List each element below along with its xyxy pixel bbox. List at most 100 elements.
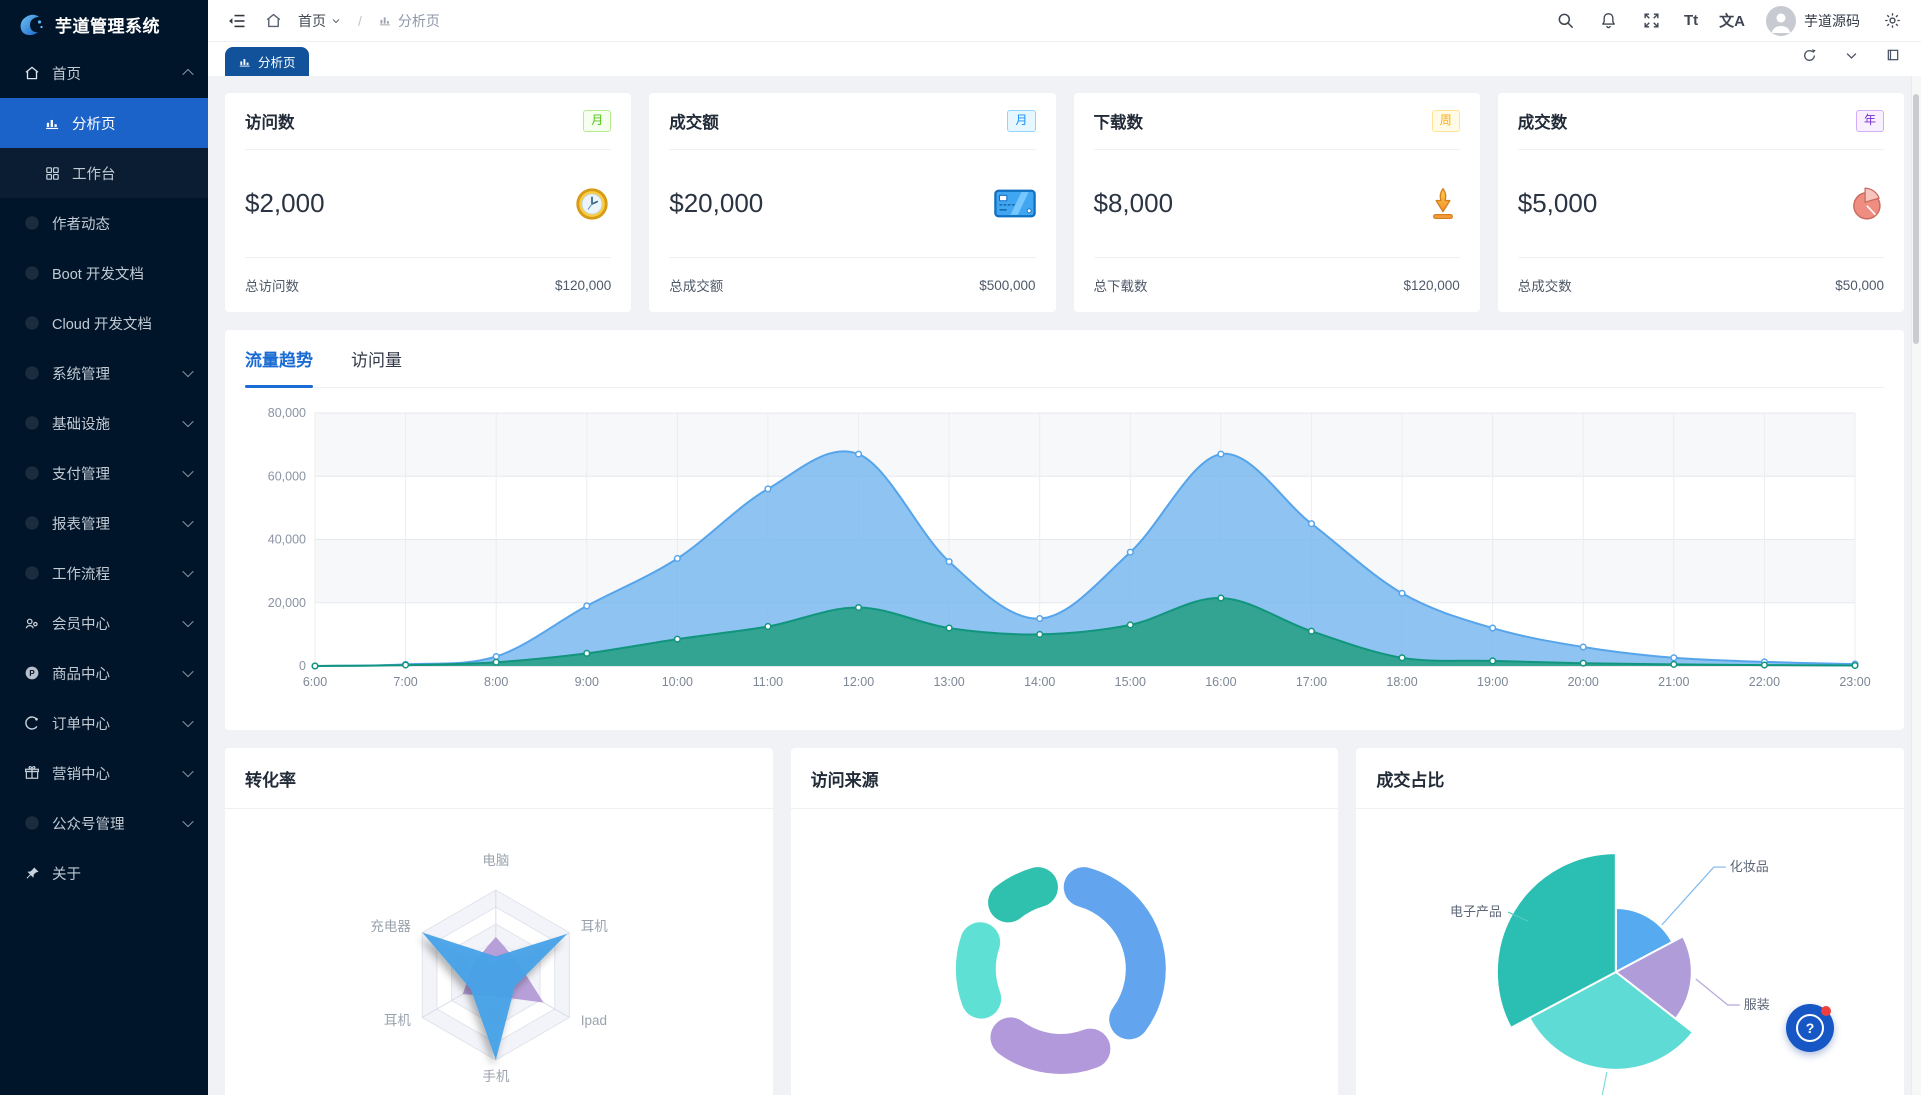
breadcrumb-separator: / — [358, 12, 362, 29]
deal-share-title: 成交占比 — [1356, 748, 1905, 809]
sidebar-item-analysis[interactable]: 分析页 — [0, 98, 208, 148]
area-chart: 0 20,000 40,000 60,000 80,000 6:00 7:00 8:00 9:0… — [268, 406, 1871, 689]
search-icon[interactable] — [1555, 10, 1577, 32]
chevron-down-icon — [332, 18, 340, 23]
period-badge: 年 — [1855, 110, 1884, 132]
period-badge: 月 — [583, 110, 612, 132]
traffic-trend-card: 流量趋势 访问量 0 20,000 40,000 60,000 80,000 6:00 7:… — [225, 330, 1904, 730]
sidebar-item-about[interactable]: 关于 — [0, 848, 208, 898]
sidebar-item-label: 工作台 — [72, 166, 116, 183]
stat-card-title: 访问数 — [245, 114, 295, 132]
svg-text:20,000: 20,000 — [268, 596, 306, 610]
chart-icon — [42, 113, 62, 133]
svg-text:80,000: 80,000 — [268, 406, 306, 420]
language-toggle[interactable]: 文A — [1719, 13, 1745, 30]
sidebar-item-system[interactable]: 系统管理 — [0, 348, 208, 398]
dot-icon — [22, 413, 42, 433]
svg-text:40,000: 40,000 — [268, 533, 306, 547]
svg-text:22:00: 22:00 — [1749, 675, 1780, 689]
stat-card-title: 下载数 — [1093, 114, 1144, 132]
refresh-icon[interactable] — [1798, 44, 1820, 66]
maximize-icon[interactable] — [1882, 44, 1904, 66]
main-area: 首页 / 分析页 Tt 文A 芋道源码 — [208, 0, 1921, 1095]
chevron-down-icon — [182, 615, 194, 631]
sidebar-item-boot-doc[interactable]: Boot 开发文档 — [0, 248, 208, 298]
svg-text:14:00: 14:00 — [1024, 675, 1055, 689]
sidebar-item-label: 报表管理 — [52, 516, 110, 533]
sidebar-item-home[interactable]: 首页 — [0, 48, 208, 98]
settings-gear-icon[interactable] — [1881, 10, 1903, 32]
sidebar-item-report[interactable]: 报表管理 — [0, 498, 208, 548]
dot-icon — [22, 213, 42, 233]
grid-icon — [42, 163, 62, 183]
sidebar-item-label: 基础设施 — [52, 416, 110, 433]
stat-footer-label: 总成交额 — [669, 279, 724, 294]
sidebar-item-member[interactable]: 会员中心 — [0, 598, 208, 648]
sidebar-item-cloud-doc[interactable]: Cloud 开发文档 — [0, 298, 208, 348]
notification-dot — [1821, 1006, 1831, 1016]
stat-card-title: 成交额 — [669, 114, 719, 132]
svg-text:充电器: 充电器 — [370, 919, 411, 934]
sidebar-item-label: Cloud 开发文档 — [52, 316, 152, 333]
svg-text:20:00: 20:00 — [1568, 675, 1599, 689]
help-fab-button[interactable]: ? — [1786, 1004, 1834, 1052]
sidebar-item-infra[interactable]: 基础设施 — [0, 398, 208, 448]
sidebar-item-product[interactable]: P 商品中心 — [0, 648, 208, 698]
font-size-toggle[interactable]: Tt — [1683, 12, 1699, 29]
chevron-down-icon — [182, 815, 194, 831]
tab-traffic-trend[interactable]: 流量趋势 — [245, 330, 313, 388]
sidebar-item-label: 商品中心 — [52, 666, 110, 683]
dot-icon — [22, 563, 42, 583]
chevron-down-icon — [182, 415, 194, 431]
sidebar-item-label: 首页 — [52, 66, 81, 83]
app-logo-icon — [16, 9, 46, 39]
svg-text:Ipad: Ipad — [581, 1013, 607, 1028]
tab-analysis[interactable]: 分析页 — [225, 47, 309, 76]
question-icon: ? — [1796, 1014, 1824, 1042]
sidebar-item-label: 分析页 — [72, 116, 116, 133]
stat-card-title: 成交数 — [1517, 114, 1568, 132]
sidebar-item-author[interactable]: 作者动态 — [0, 198, 208, 248]
donut-chart — [955, 867, 1166, 1074]
sidebar-item-workplace[interactable]: 工作台 — [0, 148, 208, 198]
stat-card-1: 成交额 月 $20,000 总成交额 $500,000 — [649, 93, 1056, 312]
user-menu[interactable]: 芋道源码 — [1766, 5, 1860, 36]
sidebar-item-mp[interactable]: 公众号管理 — [0, 798, 208, 848]
home-icon[interactable] — [262, 10, 284, 32]
chevron-down-icon[interactable] — [1840, 44, 1862, 66]
chevron-down-icon — [182, 515, 194, 531]
breadcrumb-root[interactable]: 首页 — [298, 11, 342, 31]
pin-icon — [22, 863, 42, 883]
scrollbar-track[interactable] — [1911, 76, 1921, 1095]
collapse-sidebar-icon[interactable] — [226, 10, 248, 32]
fullscreen-icon[interactable] — [1641, 10, 1663, 32]
stat-footer-value: $500,000 — [979, 277, 1036, 293]
stat-card-value: $8,000 — [1093, 188, 1174, 218]
sidebar-item-label: 作者动态 — [52, 216, 110, 233]
sidebar-item-order[interactable]: 订单中心 — [0, 698, 208, 748]
sidebar-item-label: 营销中心 — [52, 766, 110, 783]
sidebar-item-label: 支付管理 — [52, 466, 110, 483]
stat-footer-label: 总访问数 — [245, 279, 299, 294]
svg-text:手机: 手机 — [482, 1069, 509, 1084]
app-title: 芋道管理系统 — [55, 16, 160, 36]
conversion-title: 转化率 — [225, 748, 773, 809]
stat-footer-label: 总成交数 — [1517, 279, 1572, 294]
svg-text:19:00: 19:00 — [1477, 675, 1508, 689]
sidebar-menu: 首页分析页工作台作者动态 Boot 开发文档 Cloud 开发文档系统管理基础设施支… — [0, 48, 208, 898]
period-badge: 月 — [1007, 110, 1036, 132]
tab-visits[interactable]: 访问量 — [351, 351, 402, 370]
app-logo[interactable]: 芋道管理系统 — [0, 0, 208, 48]
svg-text:9:00: 9:00 — [575, 675, 599, 689]
svg-text:7:00: 7:00 — [393, 675, 417, 689]
sidebar-item-marketing[interactable]: 营销中心 — [0, 748, 208, 798]
notification-bell-icon[interactable] — [1598, 10, 1620, 32]
trend-tabs: 流量趋势 访问量 — [245, 330, 1884, 388]
stat-footer-label: 总下载数 — [1093, 279, 1148, 294]
period-badge: 周 — [1431, 110, 1460, 132]
sidebar-item-workflow[interactable]: 工作流程 — [0, 548, 208, 598]
dot-icon — [22, 363, 42, 383]
order-icon — [22, 713, 42, 733]
sidebar-item-pay[interactable]: 支付管理 — [0, 448, 208, 498]
scrollbar-thumb[interactable] — [1913, 94, 1919, 344]
